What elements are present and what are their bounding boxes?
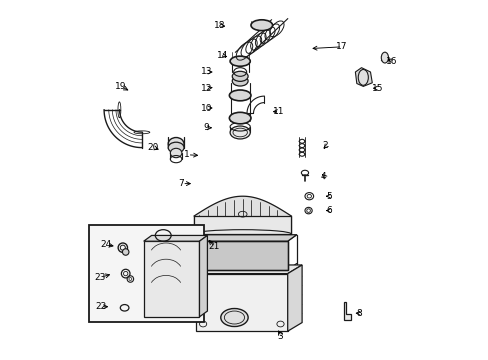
Ellipse shape — [122, 249, 129, 255]
Ellipse shape — [170, 148, 182, 158]
Text: 10: 10 — [201, 104, 212, 112]
Polygon shape — [196, 274, 287, 331]
Ellipse shape — [168, 142, 183, 153]
Ellipse shape — [232, 71, 247, 81]
Polygon shape — [343, 302, 350, 320]
Text: 13: 13 — [201, 68, 212, 77]
Text: 19: 19 — [114, 82, 126, 91]
Ellipse shape — [230, 56, 250, 66]
Bar — [89, 225, 204, 322]
Text: 1: 1 — [183, 150, 189, 159]
Polygon shape — [194, 216, 291, 234]
Polygon shape — [196, 241, 287, 270]
Polygon shape — [196, 235, 296, 241]
Text: 12: 12 — [201, 84, 212, 93]
Polygon shape — [355, 68, 371, 86]
Text: 6: 6 — [325, 206, 331, 215]
Text: 21: 21 — [208, 242, 219, 251]
Text: 23: 23 — [95, 273, 106, 282]
Text: 5: 5 — [325, 192, 331, 201]
Polygon shape — [196, 265, 302, 274]
Ellipse shape — [381, 52, 387, 63]
Text: 17: 17 — [335, 42, 347, 51]
Ellipse shape — [220, 309, 247, 327]
Text: 4: 4 — [320, 172, 326, 181]
Text: 8: 8 — [356, 309, 362, 318]
Text: 14: 14 — [217, 51, 228, 60]
Polygon shape — [287, 265, 302, 331]
Text: 16: 16 — [386, 57, 397, 66]
Text: 24: 24 — [100, 240, 111, 249]
Text: 22: 22 — [95, 302, 106, 311]
Bar — [196, 241, 287, 270]
Text: 2: 2 — [322, 141, 327, 150]
Text: 15: 15 — [371, 84, 383, 93]
Ellipse shape — [168, 138, 183, 150]
Text: 20: 20 — [147, 143, 158, 152]
Ellipse shape — [232, 76, 247, 86]
Ellipse shape — [250, 20, 272, 31]
Text: 9: 9 — [203, 123, 209, 132]
Polygon shape — [199, 235, 207, 317]
Ellipse shape — [230, 126, 250, 139]
Text: 7: 7 — [178, 179, 184, 188]
Text: 11: 11 — [272, 107, 284, 116]
Ellipse shape — [229, 112, 250, 124]
Text: 18: 18 — [213, 21, 224, 30]
Ellipse shape — [358, 69, 367, 85]
Ellipse shape — [229, 90, 250, 101]
Text: 3: 3 — [277, 332, 283, 341]
Polygon shape — [143, 235, 207, 241]
Polygon shape — [143, 241, 199, 317]
